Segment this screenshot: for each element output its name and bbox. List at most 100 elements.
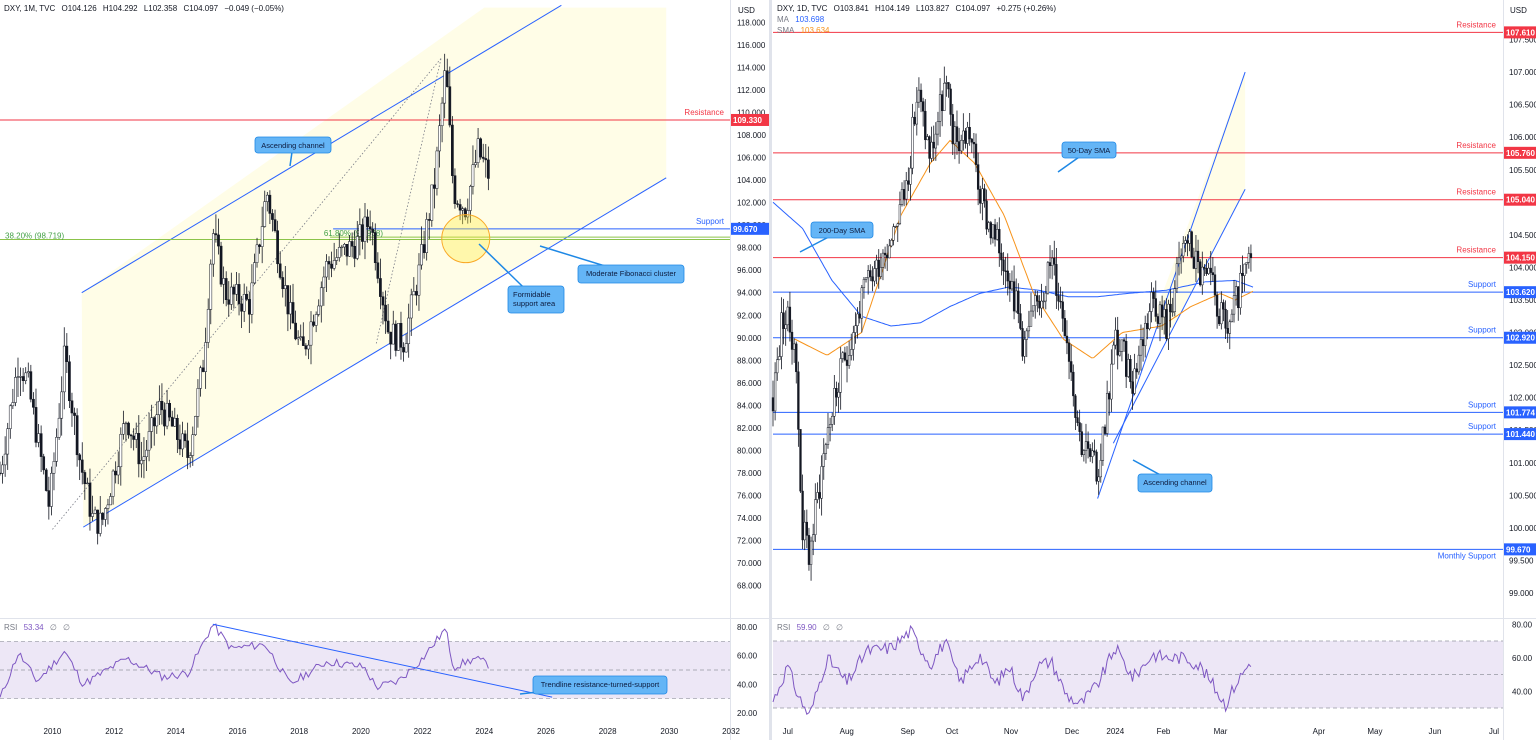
left-candle-body bbox=[407, 317, 411, 344]
right-candle-body bbox=[938, 94, 942, 122]
right-candle-body bbox=[930, 141, 933, 159]
right-candle-body bbox=[905, 180, 908, 200]
left-candle-body bbox=[474, 162, 477, 165]
right-candle-body bbox=[917, 89, 921, 103]
left-candle-body bbox=[337, 247, 341, 258]
right-candle-body bbox=[1050, 257, 1054, 266]
right-candle-body bbox=[1137, 354, 1141, 373]
right-candle-body bbox=[1141, 339, 1145, 347]
right-candle-body bbox=[896, 223, 899, 227]
left-fib-label: 61.80% (98.938) bbox=[324, 229, 383, 238]
left-candle-body bbox=[60, 391, 64, 419]
right-candle-body bbox=[1213, 274, 1217, 296]
left-candle-body bbox=[289, 302, 292, 315]
left-candle-body bbox=[463, 208, 467, 218]
right-candle-body bbox=[1196, 250, 1200, 262]
right-candle-body bbox=[778, 356, 781, 360]
right-candle-body bbox=[1097, 476, 1100, 482]
left-candle-body bbox=[26, 371, 30, 374]
right-candle-body bbox=[953, 126, 957, 145]
left-candle-body bbox=[404, 343, 408, 353]
left-channel-lower bbox=[83, 177, 667, 528]
left-candle-body bbox=[134, 433, 138, 440]
left-candle-body bbox=[304, 345, 308, 350]
left-candle-body bbox=[191, 434, 195, 456]
left-candle-body bbox=[114, 470, 118, 476]
right-candle-body bbox=[1072, 371, 1075, 397]
right-candle-body bbox=[776, 359, 779, 374]
right-candle-body bbox=[1144, 323, 1147, 347]
right-candle-body bbox=[890, 239, 893, 247]
left-candle-body bbox=[366, 216, 369, 227]
left-candle-body bbox=[181, 433, 184, 450]
left-level-label: Resistance bbox=[684, 108, 724, 117]
left-candle-body bbox=[163, 409, 166, 427]
right-callout-50day-sma: 50-Day SMA bbox=[1057, 141, 1117, 173]
left-candle-body bbox=[127, 422, 130, 436]
left-candle-body bbox=[93, 509, 97, 514]
left-change: −0.049 (−0.05%) bbox=[224, 4, 284, 13]
right-y-tick: 103.500 bbox=[1509, 296, 1536, 305]
left-candle-body bbox=[178, 439, 182, 450]
left-candle-body bbox=[476, 138, 480, 163]
right-candle-body bbox=[926, 136, 929, 141]
right-level-price-label: 107.610 bbox=[1506, 28, 1535, 37]
right-candle-body bbox=[1004, 270, 1007, 272]
right-candle-body bbox=[875, 259, 878, 269]
right-candle-body bbox=[1046, 262, 1050, 294]
left-level-price-box bbox=[731, 222, 769, 235]
right-candle-body bbox=[1160, 304, 1164, 318]
left-rsi-y-tick: 20.00 bbox=[737, 709, 758, 718]
left-candle-body bbox=[363, 216, 367, 242]
left-callout-formidable-support-box bbox=[507, 285, 565, 314]
left-rsi-extra2: ∅ bbox=[63, 623, 71, 632]
right-candle-body bbox=[1167, 303, 1170, 339]
right-y-tick: 100.000 bbox=[1509, 524, 1536, 533]
left-candle-body bbox=[373, 232, 377, 264]
left-candle-body bbox=[453, 175, 457, 204]
right-level-price-label: 99.670 bbox=[1506, 545, 1531, 554]
right-y-tick: 100.500 bbox=[1509, 491, 1536, 500]
right-candle-body bbox=[1017, 290, 1020, 314]
right-candle-body bbox=[812, 534, 815, 542]
left-candle-body bbox=[386, 320, 390, 333]
right-candle-body bbox=[869, 270, 872, 277]
left-y-tick: 94.000 bbox=[737, 289, 762, 298]
right-candle-body bbox=[852, 332, 855, 350]
right-y-tick: 107.500 bbox=[1509, 36, 1536, 45]
right-candle-body bbox=[1089, 448, 1092, 457]
right-level-price-box bbox=[1504, 26, 1536, 39]
left-candle-body bbox=[219, 245, 223, 285]
right-callout-200day-sma: 200-Day SMA bbox=[799, 221, 874, 253]
left-candle-body bbox=[52, 461, 56, 474]
left-candle-body bbox=[32, 398, 35, 408]
right-candle-body bbox=[1158, 304, 1162, 324]
left-candle-body bbox=[183, 433, 187, 442]
left-x-tick: 2026 bbox=[537, 727, 555, 736]
left-candle-body bbox=[44, 469, 48, 491]
right-ohlc-header: DXY, 1D, TVC O103.841 H104.149 L103.827 … bbox=[777, 4, 1060, 13]
right-candle-body bbox=[864, 277, 868, 280]
right-candle-body bbox=[843, 352, 847, 361]
right-candle-body bbox=[1186, 240, 1189, 244]
left-rsi-y-tick: 40.00 bbox=[737, 680, 758, 689]
right-candle-body bbox=[873, 268, 876, 282]
right-candle-body bbox=[1078, 422, 1081, 432]
left-candle-body bbox=[211, 233, 215, 265]
left-candle-body bbox=[199, 367, 202, 389]
left-candle-body bbox=[312, 321, 315, 326]
right-candle-body bbox=[1116, 329, 1119, 356]
left-candle-body bbox=[247, 299, 251, 315]
right-candle-body bbox=[818, 492, 821, 499]
right-candle-body bbox=[947, 82, 950, 90]
left-candle-body bbox=[348, 241, 351, 257]
left-candle-body bbox=[258, 244, 261, 247]
right-candle-body bbox=[1057, 295, 1060, 302]
right-candle-body bbox=[902, 189, 906, 200]
left-candle-body bbox=[34, 407, 38, 443]
left-candle-body bbox=[37, 433, 40, 443]
right-candle-body bbox=[1122, 339, 1126, 342]
left-x-tick: 2018 bbox=[290, 727, 308, 736]
right-rsi-divider bbox=[772, 618, 1536, 619]
